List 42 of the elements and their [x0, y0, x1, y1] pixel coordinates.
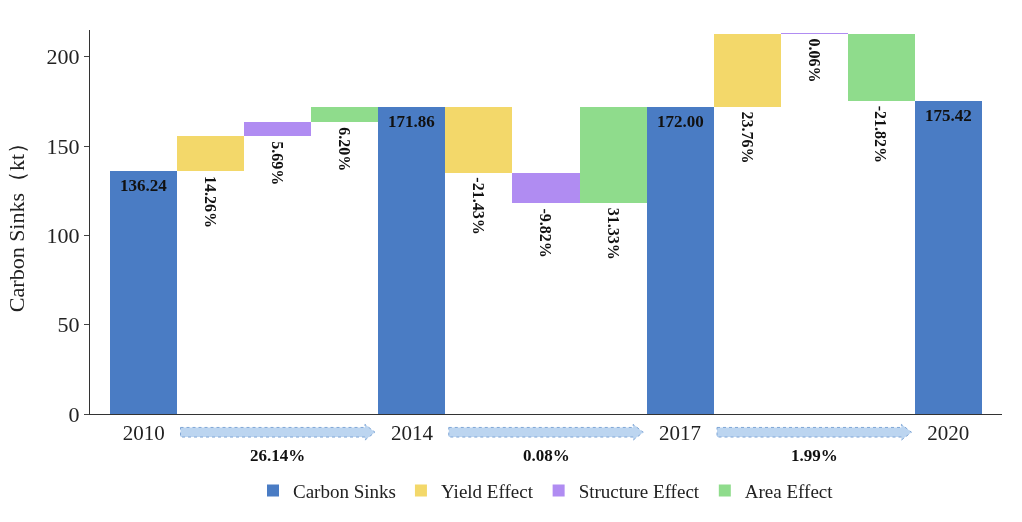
data-label: 136.24 — [120, 176, 168, 195]
text: 1.99% — [791, 446, 838, 465]
annotation: 6.20% — [335, 127, 353, 172]
bar — [110, 171, 177, 414]
y-tick-label: 200 — [46, 44, 80, 70]
annotation: -21.43% — [470, 177, 488, 235]
y-tick-label: 100 — [46, 223, 80, 249]
x-tick-label: 2020 — [927, 421, 970, 446]
x-tick-label: 2010 — [122, 421, 165, 446]
bar — [512, 173, 580, 203]
y-tick-label: 150 — [46, 133, 80, 159]
y-tick-label: 0 — [68, 401, 80, 427]
annotation: 0.06% — [805, 38, 823, 83]
data-label: 172.00 — [657, 112, 704, 131]
annotation: 14.26% — [202, 175, 220, 228]
bar — [580, 107, 647, 203]
annotation: 5.69% — [268, 141, 286, 186]
annotation: -21.82% — [872, 105, 890, 164]
bar — [177, 136, 244, 171]
legend-label: Yield Effect — [440, 480, 534, 502]
legend-label: Structure Effect — [578, 480, 700, 502]
annotation: -9.82% — [537, 208, 555, 258]
x-tick-label: 2017 — [659, 421, 702, 446]
text: 26.14% — [250, 446, 306, 465]
y-tick-label: 50 — [57, 312, 80, 338]
bar — [445, 107, 512, 173]
bar — [647, 107, 714, 414]
annotation: 23.76% — [738, 111, 756, 164]
data-label: 175.42 — [925, 106, 972, 125]
bar — [714, 34, 781, 107]
bar — [311, 107, 378, 122]
bar — [848, 34, 915, 101]
legend-label: Area Effect — [744, 480, 834, 502]
annotation: 31.33% — [604, 207, 622, 260]
bar — [915, 101, 982, 414]
bar — [378, 107, 445, 414]
y-axis-title: Carbon Sinks（kt） — [4, 131, 30, 313]
text: 0.08% — [523, 446, 570, 465]
x-tick-label: 2014 — [390, 421, 434, 446]
bar — [244, 122, 311, 136]
data-label: 171.86 — [388, 112, 435, 131]
legend-label: Carbon Sinks — [293, 480, 396, 502]
